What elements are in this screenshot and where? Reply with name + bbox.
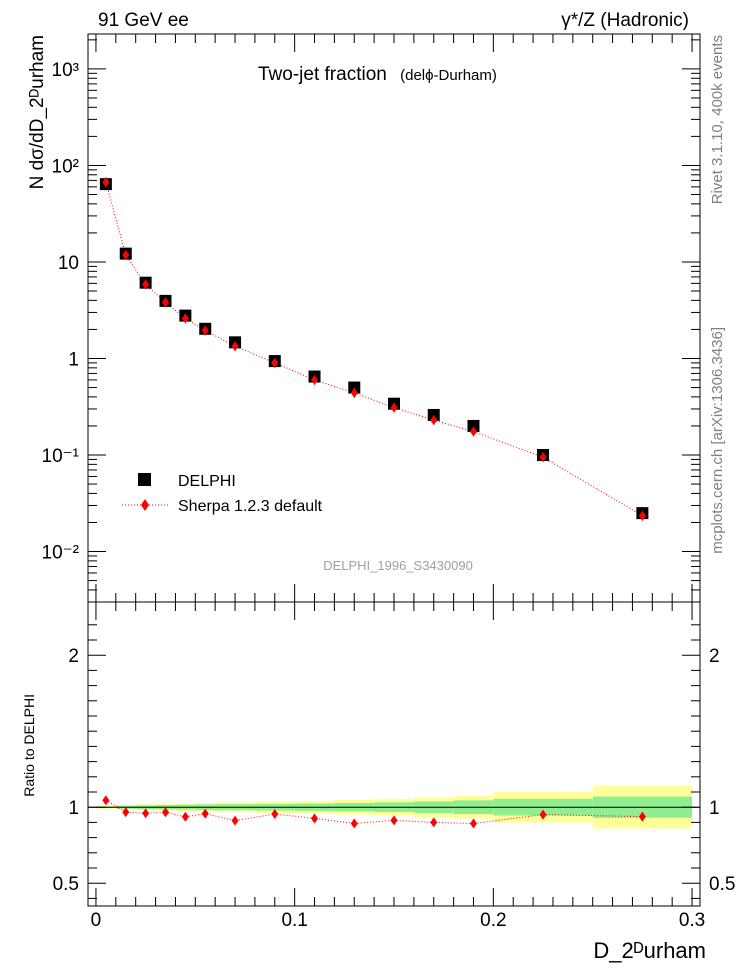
ratio-sherpa-point xyxy=(638,811,646,822)
ratio-sherpa-point xyxy=(430,817,438,828)
ratio-y-tick-label-right: 2 xyxy=(709,646,720,667)
sherpa-point xyxy=(390,402,398,413)
mcplots-label: mcplots.cern.ch [arXiv:1306.3436] xyxy=(709,327,726,554)
x-axis-label: D_2ᴰurham xyxy=(593,938,706,963)
header-left: 91 GeV ee xyxy=(98,10,189,31)
sherpa-point xyxy=(122,250,130,261)
sherpa-point xyxy=(201,325,209,336)
main-y-tick-labels: 10⁻² 10⁻¹ 1 10 10² 10³ xyxy=(42,60,80,564)
legend-label-sherpa: Sherpa 1.2.3 default xyxy=(178,498,323,515)
x-tick-label: 0.2 xyxy=(480,910,506,931)
rivet-label: Rivet 3.1.10, 400k events xyxy=(709,35,726,204)
header-right: γ*/Z (Hadronic) xyxy=(561,10,689,31)
main-y-tick-label: 10³ xyxy=(52,60,79,81)
ratio-sherpa-point xyxy=(539,809,547,820)
sherpa-point xyxy=(161,297,169,308)
ratio-sherpa-point xyxy=(231,815,239,826)
legend-label-delphi: DELPHI xyxy=(178,473,236,490)
sherpa-point xyxy=(142,279,150,290)
sherpa-point xyxy=(102,177,110,188)
ratio-sherpa-point xyxy=(201,808,209,819)
ratio-axis-ticks xyxy=(88,602,700,906)
main-y-tick-label: 1 xyxy=(68,349,79,370)
ratio-y-tick-label: 2 xyxy=(68,646,79,667)
ratio-y-tick-label: 1 xyxy=(68,798,79,819)
ratio-data-layer xyxy=(102,795,646,829)
ratio-y-tick-label-right: 1 xyxy=(709,798,720,819)
sherpa-point xyxy=(311,374,319,385)
sherpa-point xyxy=(469,426,477,437)
x-tick-label: 0.1 xyxy=(281,910,307,931)
plot-title: Two-jet fraction (delϕ-Durham) xyxy=(258,64,497,85)
legend-marker-sherpa xyxy=(141,499,149,511)
sherpa-point xyxy=(271,357,279,368)
sherpa-point xyxy=(181,313,189,324)
main-y-tick-label: 10⁻² xyxy=(42,543,80,564)
ratio-sherpa-point xyxy=(161,807,169,818)
ratio-sherpa-point xyxy=(122,807,130,818)
x-tick-label: 0.3 xyxy=(679,910,705,931)
ratio-sherpa-point xyxy=(390,815,398,826)
sherpa-point xyxy=(430,415,438,426)
x-tick-labels: 0 0.1 0.2 0.3 xyxy=(91,910,706,931)
delphi-point xyxy=(348,381,361,394)
ratio-sherpa-point xyxy=(181,811,189,822)
main-axis-ticks xyxy=(88,34,700,603)
ratio-panel-frame xyxy=(87,601,701,907)
ratio-sherpa-point xyxy=(311,813,319,824)
ratio-sherpa-point xyxy=(271,809,279,820)
sherpa-point xyxy=(539,452,547,463)
y-axis-label: N dσ/dD_2ᴰurham xyxy=(27,35,48,189)
sherpa-point xyxy=(638,510,646,521)
ratio-sherpa-point xyxy=(469,818,477,829)
main-y-tick-label: 10² xyxy=(52,156,79,177)
ratio-sherpa-point xyxy=(102,795,110,806)
delphi-point xyxy=(427,408,440,421)
plot-title-sub: (delϕ-Durham) xyxy=(400,67,497,84)
delphi-point xyxy=(467,419,480,432)
ratio-y-tick-label-right: 0.5 xyxy=(709,874,735,895)
x-tick-label: 0 xyxy=(91,910,102,931)
sherpa-point xyxy=(231,341,239,352)
sherpa-point xyxy=(350,387,358,398)
analysis-watermark: DELPHI_1996_S3430090 xyxy=(323,558,473,573)
ratio-y-axis-label: Ratio to DELPHI xyxy=(21,694,37,797)
sherpa-line xyxy=(105,182,643,517)
main-data-layer xyxy=(99,177,649,521)
ratio-sherpa-point xyxy=(142,808,150,819)
ratio-sherpa-point xyxy=(350,818,358,829)
ratio-y-tick-label: 0.5 xyxy=(53,874,79,895)
main-y-tick-label: 10 xyxy=(58,253,79,274)
ratio-y-tick-labels: 0.5 0.5 1 1 2 2 xyxy=(53,646,736,895)
legend-marker-delphi xyxy=(138,473,151,486)
main-y-tick-label: 10⁻¹ xyxy=(42,446,80,467)
legend: DELPHI Sherpa 1.2.3 default xyxy=(122,473,323,515)
plot-title-main: Two-jet fraction xyxy=(258,64,387,85)
